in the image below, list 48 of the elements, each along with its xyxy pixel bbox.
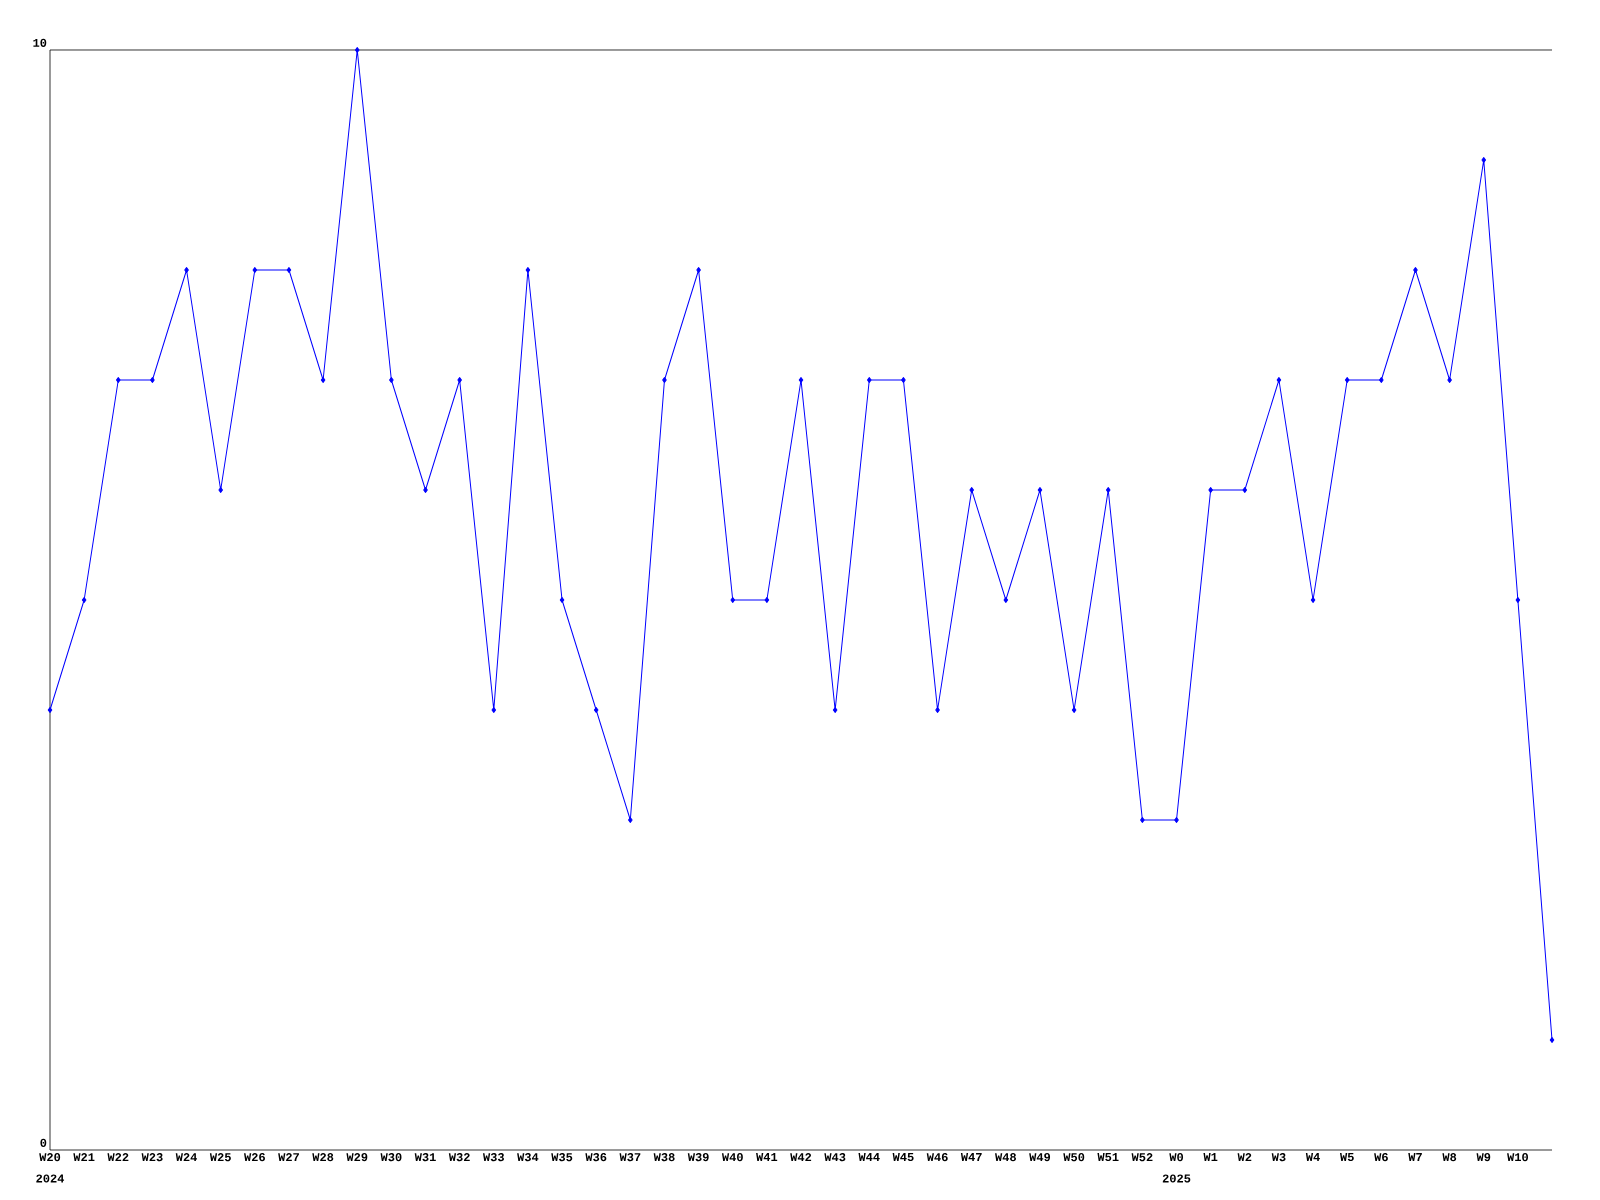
x-tick-label: W51 [1097, 1153, 1119, 1162]
x-tick-label: W37 [619, 1153, 641, 1162]
x-tick-label: W43 [824, 1153, 846, 1162]
x-tick-label: W24 [175, 1153, 197, 1162]
y-tick-label: 10 [33, 38, 47, 47]
x-tick-label: W29 [346, 1153, 368, 1162]
x-tick-label: W46 [926, 1153, 948, 1162]
x-tick-label: W50 [1063, 1153, 1085, 1162]
text: 2025 [1162, 1174, 1191, 1183]
x-tick-label: W21 [73, 1153, 95, 1162]
x-tick-label: W23 [141, 1153, 163, 1162]
x-tick-label: W25 [209, 1153, 231, 1162]
x-tick-label: W30 [380, 1153, 402, 1162]
x-tick-label: W32 [448, 1153, 470, 1162]
text: 2024 [36, 1174, 65, 1183]
x-tick-label: W10 [1507, 1153, 1528, 1162]
x-tick-label: W26 [244, 1153, 265, 1162]
x-tick-label: W0 [1169, 1153, 1184, 1162]
x-tick-label: W48 [995, 1153, 1016, 1162]
x-tick-label: W20 [39, 1153, 61, 1162]
x-tick-label: W45 [892, 1153, 914, 1162]
x-tick-label: W41 [756, 1153, 778, 1161]
x-tick-label: W22 [107, 1153, 129, 1162]
x-tick-label: W8 [1442, 1153, 1457, 1162]
x-tick-label: W36 [585, 1153, 607, 1162]
x-tick-label: W1 [1203, 1153, 1218, 1161]
x-tick-label: W4 [1305, 1153, 1320, 1161]
x-tick-label: W5 [1340, 1153, 1354, 1162]
x-tick-label: W33 [482, 1153, 504, 1162]
x-tick-label: W2 [1237, 1153, 1252, 1162]
x-tick-label: W35 [551, 1153, 573, 1162]
x-tick-label: W49 [1029, 1153, 1051, 1162]
x-tick-label: W7 [1408, 1153, 1422, 1161]
x-tick-label: W39 [687, 1153, 709, 1162]
x-tick-label: W38 [653, 1153, 675, 1162]
x-tick-label: W52 [1131, 1153, 1153, 1162]
x-tick-label: W3 [1271, 1153, 1286, 1162]
x-tick-label: W42 [790, 1153, 812, 1162]
x-tick-label: W44 [858, 1153, 880, 1161]
x-tick-label: W28 [312, 1153, 334, 1162]
x-tick-label: W6 [1374, 1153, 1388, 1162]
y-tick-label: 0 [40, 1138, 47, 1147]
x-tick-label: W40 [721, 1153, 743, 1162]
x-tick-label: W27 [278, 1153, 299, 1162]
x-tick-label: W31 [414, 1153, 436, 1162]
x-tick-label: W34 [517, 1153, 539, 1162]
x-tick-label: W9 [1476, 1153, 1491, 1162]
x-tick-label: W47 [960, 1153, 982, 1161]
